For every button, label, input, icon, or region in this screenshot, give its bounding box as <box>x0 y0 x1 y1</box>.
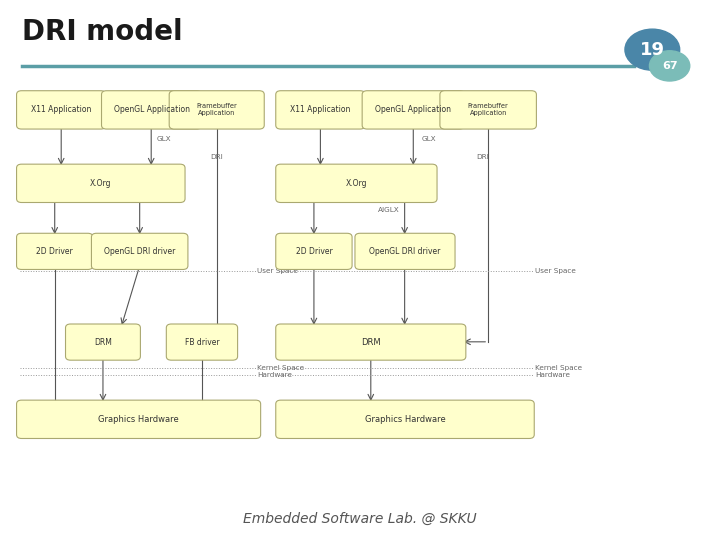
FancyBboxPatch shape <box>440 91 536 129</box>
Text: User Space: User Space <box>535 267 576 274</box>
Text: 67: 67 <box>662 61 678 71</box>
Text: X.Org: X.Org <box>90 179 112 188</box>
FancyBboxPatch shape <box>276 233 352 269</box>
FancyBboxPatch shape <box>355 233 455 269</box>
FancyBboxPatch shape <box>17 400 261 438</box>
Text: X.Org: X.Org <box>346 179 367 188</box>
FancyBboxPatch shape <box>362 91 464 129</box>
Text: AIGLX: AIGLX <box>378 206 400 213</box>
Text: Embedded Software Lab. @ SKKU: Embedded Software Lab. @ SKKU <box>243 511 477 525</box>
FancyBboxPatch shape <box>169 91 264 129</box>
Text: X11 Application: X11 Application <box>31 105 91 114</box>
FancyBboxPatch shape <box>17 91 106 129</box>
FancyBboxPatch shape <box>276 91 365 129</box>
Text: 2D Driver: 2D Driver <box>36 247 73 256</box>
Text: GLX: GLX <box>421 136 436 143</box>
Circle shape <box>625 29 680 70</box>
FancyBboxPatch shape <box>66 324 140 360</box>
Text: OpenGL Application: OpenGL Application <box>114 105 189 114</box>
FancyBboxPatch shape <box>166 324 238 360</box>
Text: DRI: DRI <box>210 153 223 160</box>
Text: DRM: DRM <box>94 338 112 347</box>
FancyBboxPatch shape <box>17 164 185 202</box>
Text: Graphics Hardware: Graphics Hardware <box>364 415 446 424</box>
Text: 19: 19 <box>640 40 665 59</box>
Circle shape <box>649 51 690 81</box>
Text: X11 Application: X11 Application <box>290 105 351 114</box>
Text: FB driver: FB driver <box>184 338 220 347</box>
Text: DRI: DRI <box>477 153 490 160</box>
FancyBboxPatch shape <box>17 233 93 269</box>
Text: Kernel Space: Kernel Space <box>257 364 304 371</box>
Text: Kernel Space: Kernel Space <box>535 364 582 371</box>
FancyBboxPatch shape <box>91 233 188 269</box>
Text: Framebuffer
Application: Framebuffer Application <box>468 103 508 117</box>
Text: DRI model: DRI model <box>22 18 182 46</box>
Text: Graphics Hardware: Graphics Hardware <box>98 415 179 424</box>
Text: DRM: DRM <box>361 338 381 347</box>
FancyBboxPatch shape <box>102 91 202 129</box>
Text: OpenGL Application: OpenGL Application <box>375 105 451 114</box>
Text: OpenGL DRI driver: OpenGL DRI driver <box>104 247 176 256</box>
Text: User Space: User Space <box>257 267 298 274</box>
Text: Hardware: Hardware <box>535 372 570 378</box>
Text: OpenGL DRI driver: OpenGL DRI driver <box>369 247 441 256</box>
Text: GLX: GLX <box>157 136 171 143</box>
Text: Framebuffer
Application: Framebuffer Application <box>197 103 237 117</box>
FancyBboxPatch shape <box>276 324 466 360</box>
Text: Hardware: Hardware <box>257 372 292 378</box>
FancyBboxPatch shape <box>276 400 534 438</box>
FancyBboxPatch shape <box>276 164 437 202</box>
Text: 2D Driver: 2D Driver <box>295 247 333 256</box>
